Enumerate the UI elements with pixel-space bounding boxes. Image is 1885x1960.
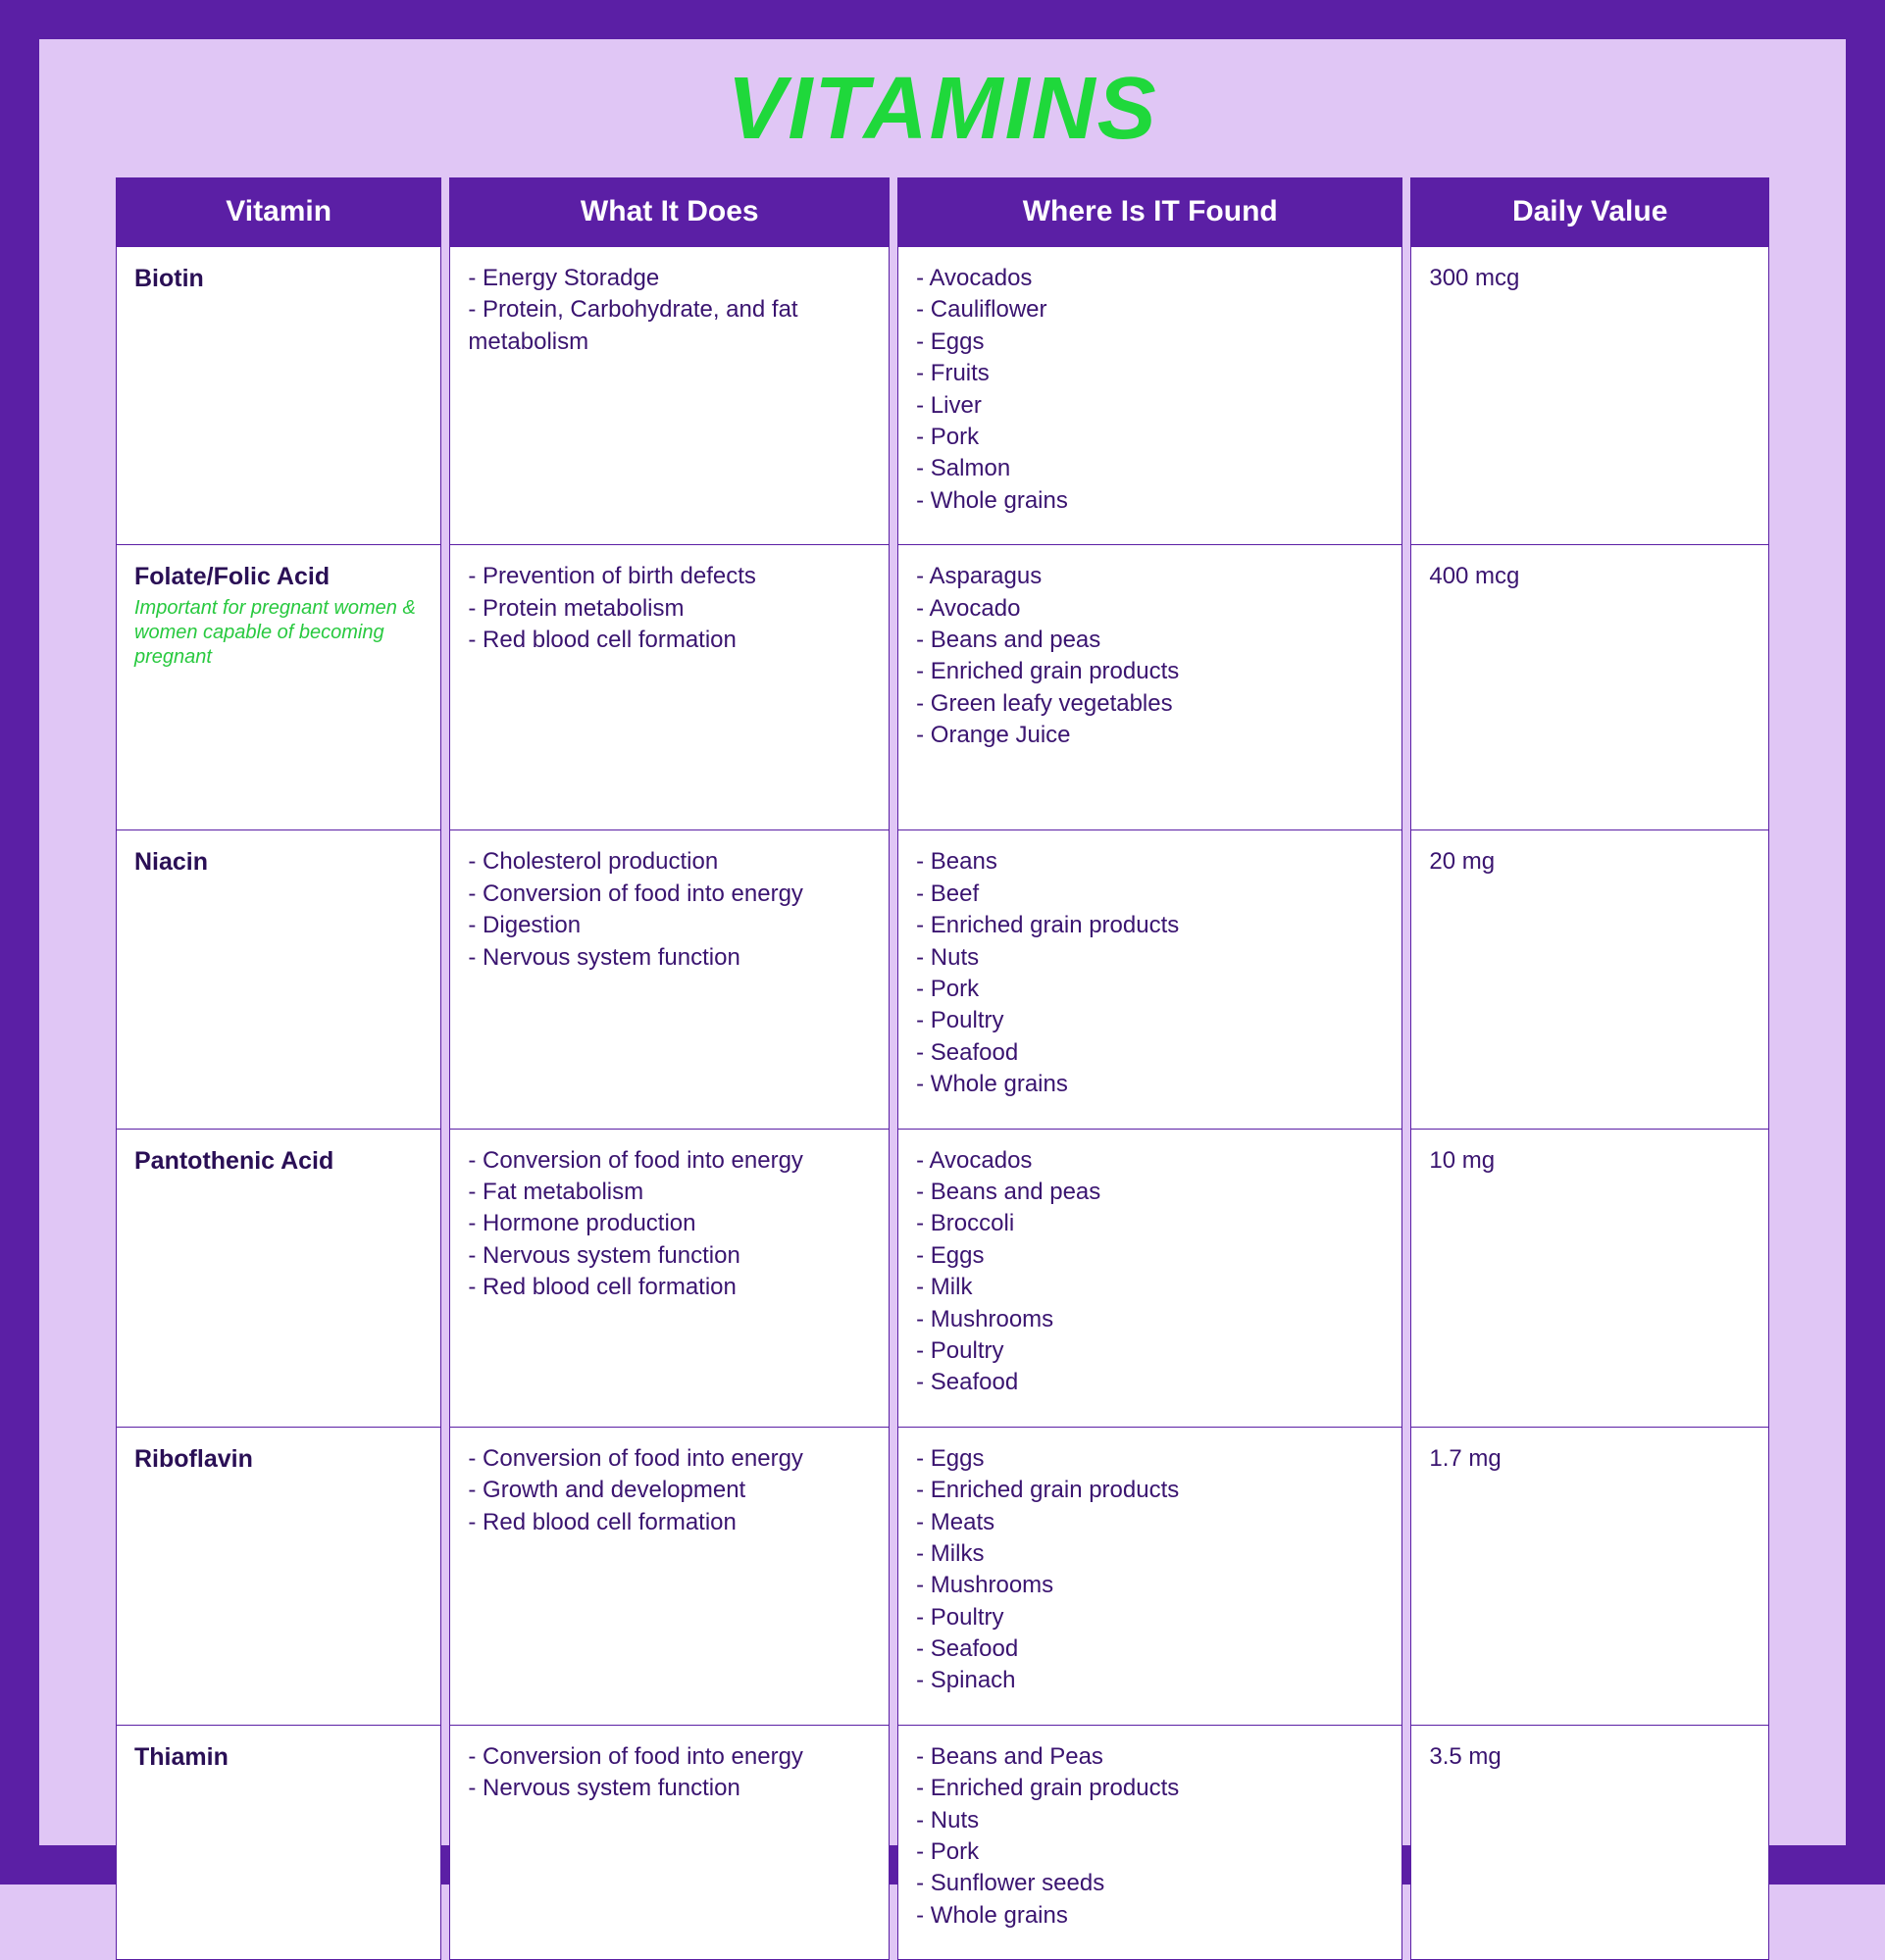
vitamin-name: Niacin bbox=[134, 846, 423, 879]
found-text: - Asparagus - Avocado - Beans and peas -… bbox=[916, 561, 1384, 751]
does-text: - Prevention of birth defects - Protein … bbox=[468, 561, 871, 656]
does-text: - Conversion of food into energy - Fat m… bbox=[468, 1145, 871, 1304]
cell-vitamin: Pantothenic Acid bbox=[116, 1130, 441, 1428]
table-row: Pantothenic Acid - Conversion of food int… bbox=[116, 1130, 1769, 1428]
does-text: - Conversion of food into energy - Nervo… bbox=[468, 1741, 871, 1805]
cell-where-found: - Avocados - Beans and peas - Broccoli -… bbox=[897, 1130, 1402, 1428]
vitamin-name: Folate/Folic Acid bbox=[134, 561, 423, 594]
cell-vitamin: Folate/Folic AcidImportant for pregnant … bbox=[116, 545, 441, 830]
col-header-found: Where Is IT Found bbox=[897, 177, 1402, 246]
page-title: VITAMINS bbox=[108, 59, 1777, 160]
cell-daily-value: 400 mcg bbox=[1410, 545, 1769, 830]
cell-what-it-does: - Energy Storadge - Protein, Carbohydrat… bbox=[449, 246, 890, 545]
cell-where-found: - Eggs - Enriched grain products - Meats… bbox=[897, 1428, 1402, 1726]
vitamin-name: Pantothenic Acid bbox=[134, 1145, 423, 1179]
cell-what-it-does: - Cholesterol production - Conversion of… bbox=[449, 830, 890, 1129]
daily-value-text: 1.7 mg bbox=[1429, 1443, 1751, 1475]
col-header-does: What It Does bbox=[449, 177, 890, 246]
inner-panel: VITAMINS Vitamin What It Does Where Is I… bbox=[39, 39, 1846, 1845]
found-text: - Avocados - Beans and peas - Broccoli -… bbox=[916, 1145, 1384, 1399]
cell-where-found: - Beans - Beef - Enriched grain products… bbox=[897, 830, 1402, 1129]
cell-vitamin: Thiamin bbox=[116, 1726, 441, 1960]
daily-value-text: 300 mcg bbox=[1429, 263, 1751, 294]
daily-value-text: 10 mg bbox=[1429, 1145, 1751, 1177]
cell-what-it-does: - Prevention of birth defects - Protein … bbox=[449, 545, 890, 830]
cell-daily-value: 1.7 mg bbox=[1410, 1428, 1769, 1726]
col-header-dv: Daily Value bbox=[1410, 177, 1769, 246]
table-row: Folate/Folic AcidImportant for pregnant … bbox=[116, 545, 1769, 830]
cell-where-found: - Avocados - Cauliflower - Eggs - Fruits… bbox=[897, 246, 1402, 545]
cell-daily-value: 300 mcg bbox=[1410, 246, 1769, 545]
vitamin-subnote: Important for pregnant women & women cap… bbox=[134, 596, 423, 670]
outer-frame: VITAMINS Vitamin What It Does Where Is I… bbox=[0, 0, 1885, 1885]
cell-vitamin: Riboflavin bbox=[116, 1428, 441, 1726]
cell-daily-value: 20 mg bbox=[1410, 830, 1769, 1129]
found-text: - Beans and Peas - Enriched grain produc… bbox=[916, 1741, 1384, 1932]
does-text: - Conversion of food into energy - Growt… bbox=[468, 1443, 871, 1538]
table-row: Riboflavin - Conversion of food into ener… bbox=[116, 1428, 1769, 1726]
col-header-vitamin: Vitamin bbox=[116, 177, 441, 246]
found-text: - Eggs - Enriched grain products - Meats… bbox=[916, 1443, 1384, 1697]
table-row: Thiamin - Conversion of food into energy … bbox=[116, 1726, 1769, 1960]
cell-what-it-does: - Conversion of food into energy - Nervo… bbox=[449, 1726, 890, 1960]
daily-value-text: 400 mcg bbox=[1429, 561, 1751, 592]
vitamins-table: Vitamin What It Does Where Is IT Found D… bbox=[108, 177, 1777, 1960]
table-header: Vitamin What It Does Where Is IT Found D… bbox=[116, 177, 1769, 246]
cell-vitamin: Biotin bbox=[116, 246, 441, 545]
cell-where-found: - Asparagus - Avocado - Beans and peas -… bbox=[897, 545, 1402, 830]
cell-daily-value: 10 mg bbox=[1410, 1130, 1769, 1428]
cell-vitamin: Niacin bbox=[116, 830, 441, 1129]
cell-where-found: - Beans and Peas - Enriched grain produc… bbox=[897, 1726, 1402, 1960]
daily-value-text: 3.5 mg bbox=[1429, 1741, 1751, 1773]
table-row: Niacin - Cholesterol production - Convers… bbox=[116, 830, 1769, 1129]
vitamin-name: Biotin bbox=[134, 263, 423, 296]
table-row: Biotin - Energy Storadge - Protein, Carbo… bbox=[116, 246, 1769, 545]
does-text: - Energy Storadge - Protein, Carbohydrat… bbox=[468, 263, 871, 358]
found-text: - Avocados - Cauliflower - Eggs - Fruits… bbox=[916, 263, 1384, 517]
vitamin-name: Riboflavin bbox=[134, 1443, 423, 1477]
daily-value-text: 20 mg bbox=[1429, 846, 1751, 878]
cell-what-it-does: - Conversion of food into energy - Fat m… bbox=[449, 1130, 890, 1428]
found-text: - Beans - Beef - Enriched grain products… bbox=[916, 846, 1384, 1100]
table-body: Biotin - Energy Storadge - Protein, Carbo… bbox=[116, 246, 1769, 1960]
cell-daily-value: 3.5 mg bbox=[1410, 1726, 1769, 1960]
does-text: - Cholesterol production - Conversion of… bbox=[468, 846, 871, 974]
vitamin-name: Thiamin bbox=[134, 1741, 423, 1775]
cell-what-it-does: - Conversion of food into energy - Growt… bbox=[449, 1428, 890, 1726]
